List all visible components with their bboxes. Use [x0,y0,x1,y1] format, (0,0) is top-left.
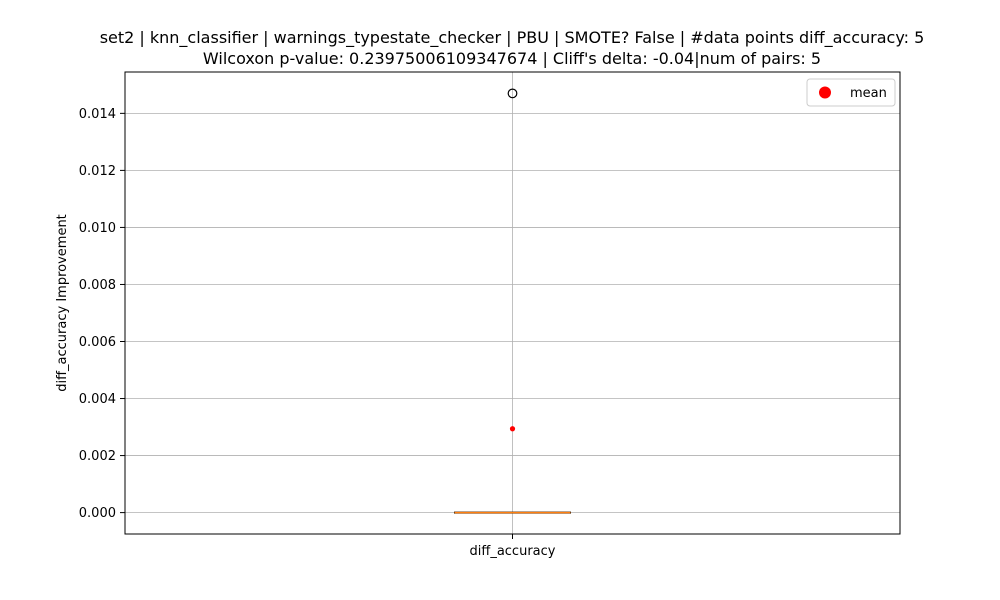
y-tick-label: 0.000 [79,506,116,521]
y-tick-label: 0.002 [79,449,116,464]
chart-title-line-2: Wilcoxon p-value: 0.23975006109347674 | … [203,49,821,68]
legend: mean [806,78,896,107]
x-tick-label: diff_accuracy [470,544,556,559]
legend-label-mean: mean [850,86,887,101]
chart-title-line-1: set2 | knn_classifier | warnings_typesta… [100,28,925,48]
y-tick-label: 0.014 [79,107,116,122]
y-tick-label: 0.008 [79,278,116,293]
grid-lines [125,72,900,534]
legend-marker-mean [819,86,831,99]
outlier-point [507,88,518,99]
y-axis-label: diff_accuracy Improvement [55,214,70,392]
axis-ticks: 0.000 0.002 0.004 0.006 0.008 0.010 0.012 0.014… [79,107,556,559]
y-tick-label: 0.004 [79,392,116,407]
legend-frame [806,78,896,107]
y-tick-label: 0.012 [79,164,116,179]
plot-data [454,88,571,514]
mean-point [509,426,516,432]
y-tick-label: 0.010 [79,221,116,236]
y-tick-label: 0.006 [79,335,116,350]
